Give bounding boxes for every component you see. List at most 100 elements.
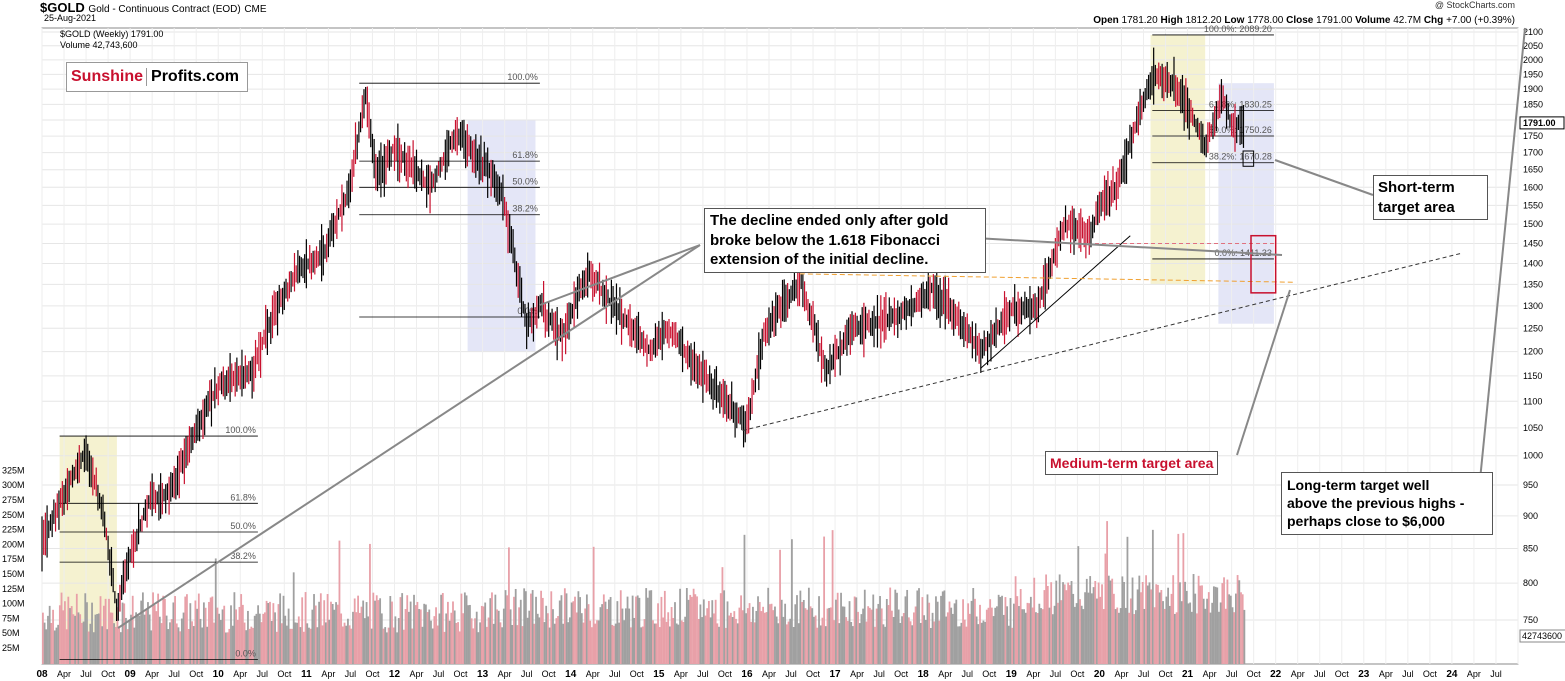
- volume-bar: [948, 601, 951, 664]
- volume-bar: [597, 620, 600, 664]
- time-tick-Apr: Apr: [762, 669, 776, 679]
- volume-bar: [584, 608, 587, 664]
- volume-bar: [907, 617, 910, 664]
- volume-bar: [309, 628, 312, 664]
- volume-tick-200M: 200M: [2, 539, 25, 549]
- volume-bar: [418, 609, 421, 664]
- volume-bar: [831, 530, 834, 664]
- volume-bar: [231, 625, 234, 664]
- volume-bar: [206, 626, 209, 664]
- volume-bar: [414, 605, 417, 664]
- volume-bar: [189, 603, 192, 664]
- volume-bar: [643, 619, 646, 664]
- volume-bar: [1146, 585, 1149, 664]
- volume-bar: [484, 602, 487, 664]
- price-tick-1100: 1100: [1523, 396, 1542, 406]
- volume-bar: [733, 611, 736, 664]
- last-volume-label: 42743600: [1522, 631, 1562, 641]
- volume-bar: [575, 612, 578, 664]
- time-tick-Oct: Oct: [1423, 669, 1438, 679]
- volume-bar: [609, 597, 612, 664]
- time-axis: 08 Apr Jul Oct 09 Apr Jul Oct 10 Apr Jul Oct 11 Apr Ju…: [36, 669, 1501, 680]
- volume-bar: [955, 599, 958, 664]
- volume-bar: [984, 621, 986, 664]
- volume-bar: [518, 607, 520, 664]
- time-tick-Jul: Jul: [433, 669, 445, 679]
- volume-bar: [997, 594, 1000, 664]
- volume-bar: [186, 594, 188, 664]
- volume-bar: [709, 617, 712, 664]
- volume-bar: [297, 616, 300, 664]
- volume-bar: [821, 617, 824, 664]
- volume-bar: [513, 596, 515, 664]
- volume-bar: [862, 608, 864, 664]
- volume-bar: [857, 611, 859, 664]
- volume-bar: [740, 595, 742, 664]
- volume-bar: [162, 595, 165, 664]
- volume-bar: [352, 611, 354, 664]
- volume-bar: [967, 603, 970, 664]
- time-tick-Jul: Jul: [961, 669, 973, 679]
- volume-bar: [1009, 598, 1012, 664]
- time-tick-Apr: Apr: [233, 669, 247, 679]
- volume-bar: [397, 618, 400, 664]
- volume-bar: [1216, 587, 1219, 664]
- volume-bar: [799, 590, 802, 664]
- price-tick-1900: 1900: [1523, 84, 1543, 94]
- volume-bar: [626, 596, 629, 664]
- time-tick-11: 11: [301, 669, 312, 680]
- volume-bar: [274, 612, 276, 664]
- volume-bar: [843, 606, 846, 664]
- volume-bar: [265, 600, 268, 664]
- volume-bar: [918, 588, 920, 664]
- volume-bar: [69, 608, 71, 664]
- volume-bar: [965, 626, 968, 664]
- decline-callout-3: [539, 244, 701, 306]
- volume-bar: [774, 606, 776, 664]
- volume-bar: [889, 587, 892, 664]
- volume-bar: [1121, 576, 1124, 664]
- volume-bar: [1074, 606, 1076, 664]
- volume-bar: [294, 622, 297, 664]
- volume-bar: [87, 631, 90, 664]
- volume-bar: [731, 617, 734, 664]
- volume-bar: [711, 600, 714, 664]
- volume-bar: [103, 605, 105, 664]
- decline-line-3: extension of the initial decline.: [710, 251, 929, 268]
- medium-term-target-box: [1250, 234, 1277, 294]
- volume-bar: [596, 620, 598, 664]
- volume-bar: [852, 626, 854, 664]
- volume-bar: [990, 607, 993, 664]
- volume-bar: [840, 592, 842, 664]
- volume-bar: [428, 609, 431, 664]
- volume-bar: [474, 618, 476, 664]
- volume-bar: [1235, 593, 1237, 664]
- volume-bar: [602, 594, 605, 664]
- volume-bar: [411, 628, 414, 664]
- volume-bar: [552, 609, 554, 664]
- time-tick-Oct: Oct: [1335, 669, 1350, 679]
- volume-bar: [801, 602, 803, 664]
- volume-bar: [201, 627, 204, 664]
- volume-bar: [662, 617, 665, 664]
- volume-bar: [1190, 611, 1193, 664]
- volume-bar: [828, 607, 831, 664]
- volume-bar: [169, 622, 171, 664]
- volume-bar: [1097, 582, 1100, 664]
- volume-bar: [669, 626, 671, 664]
- volume-bar: [77, 612, 80, 664]
- time-tick-20: 20: [1094, 669, 1106, 680]
- time-tick-Oct: Oct: [894, 669, 909, 679]
- volume-bar: [1007, 625, 1010, 664]
- volume-bar: [594, 623, 597, 664]
- decline-callout-2: [117, 244, 701, 629]
- open-label: Open: [1093, 15, 1119, 26]
- volume-bar: [1172, 575, 1175, 664]
- volume-bar: [792, 627, 795, 664]
- volume-bar: [47, 615, 49, 664]
- volume-bar: [1089, 576, 1092, 664]
- exchange: CME: [244, 4, 267, 15]
- volume-bar: [363, 618, 366, 664]
- volume-bar: [787, 621, 790, 664]
- volume-bar: [872, 594, 875, 664]
